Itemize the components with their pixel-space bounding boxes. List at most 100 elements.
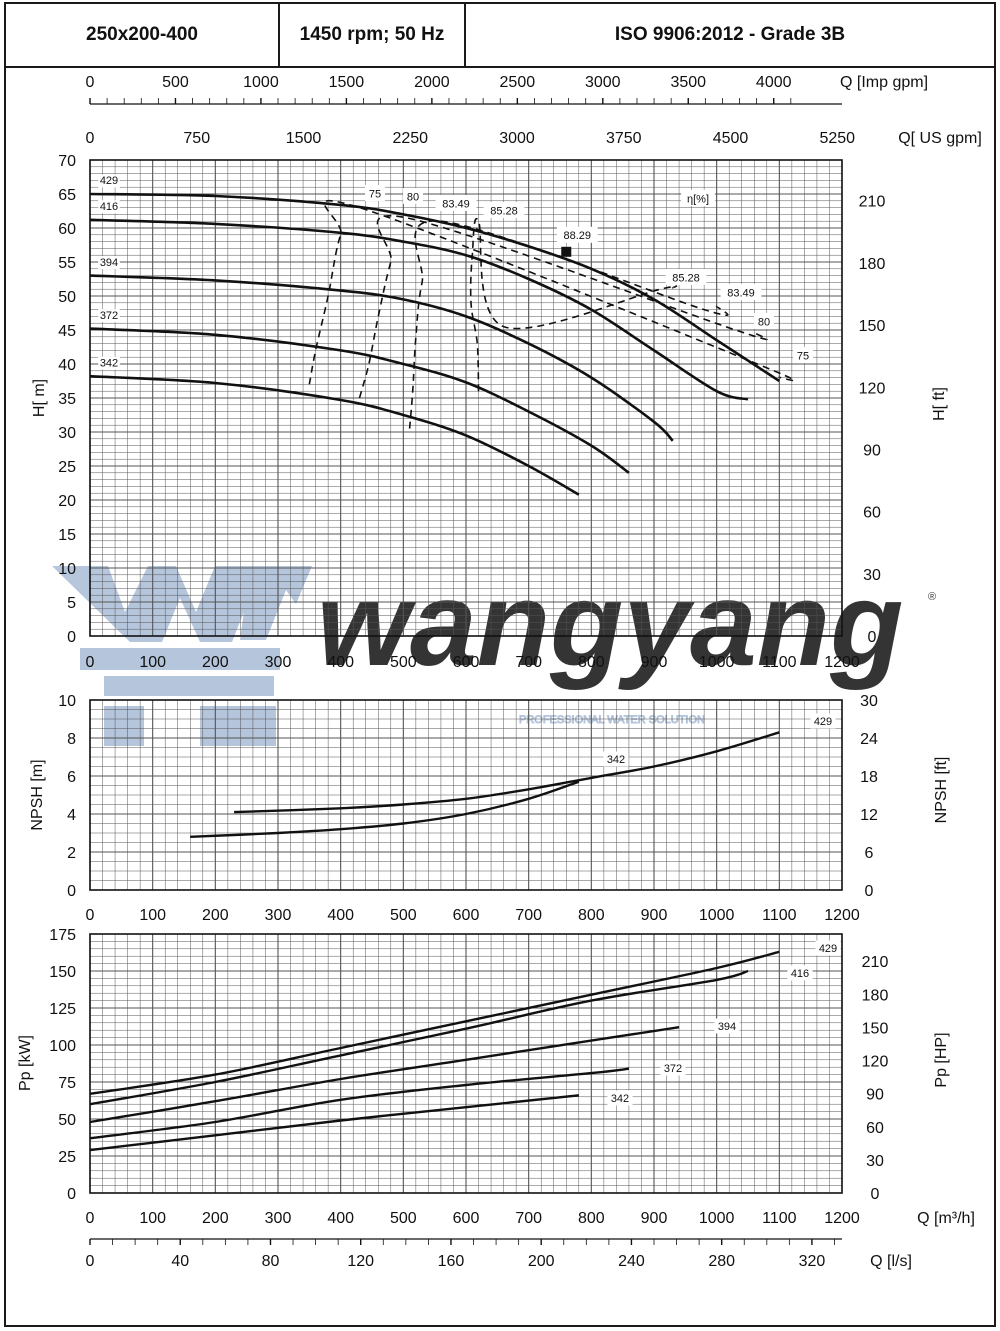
head-y-label: H[ m]: [31, 379, 48, 417]
power-x-tick: 100: [139, 1210, 166, 1227]
lps-tick: 40: [171, 1253, 189, 1270]
head-y-right-label: H[ ft]: [931, 387, 948, 421]
npsh-y-tick: 2: [67, 845, 76, 862]
head-curve-429: [89, 192, 781, 383]
npsh-x-tick: 1000: [699, 907, 735, 924]
impeller-label-342-bg: [98, 356, 120, 370]
power-label-416-bg: [787, 965, 813, 981]
watermark-registered-mark: ®: [928, 591, 936, 603]
head-x-tick: 0: [86, 654, 95, 671]
imp-gpm-tick: 2500: [500, 74, 536, 91]
logo-shape: [80, 648, 280, 670]
lps-tick: 320: [799, 1253, 826, 1270]
lps-axis: 0 40 80 120 160 200 240 280 320 Q [l/s]: [86, 1238, 912, 1270]
power-curve-429: [89, 950, 780, 1095]
power-curve-372: [89, 1067, 630, 1140]
us-gpm-label: Q[ US gpm]: [898, 130, 982, 147]
head-axes: 0510152025303540455055606570030609012015…: [31, 153, 948, 671]
power-y-label: Pp [kW]: [17, 1035, 34, 1091]
eff-label-top-80: 80: [407, 191, 419, 203]
us-gpm-tick: 2250: [392, 130, 428, 147]
efficiency-curve-85.28: [469, 217, 678, 392]
us-gpm-tick: 0: [86, 130, 95, 147]
logo-shape: [104, 676, 274, 696]
npsh-y-tick: 0: [67, 883, 76, 900]
efficiency-unit-label-bg: [681, 190, 715, 206]
head-y-tick: 15: [58, 527, 76, 544]
efficiency-curve-75: [308, 199, 796, 385]
power-x-tick: 700: [515, 1210, 542, 1227]
eff-label-right-75: 75: [797, 350, 809, 362]
npsh-y-tick: 6: [67, 769, 76, 786]
power-y-tick: 25: [58, 1149, 76, 1166]
head-curve-416: [89, 218, 749, 401]
watermark-logo-icon: [52, 566, 312, 746]
efficiency-unit-label: η[%]: [687, 193, 709, 205]
power-label-372-bg: [660, 1060, 686, 1076]
power-x-tick: 1200: [824, 1210, 860, 1227]
head-x-tick: 100: [139, 654, 166, 671]
npsh-x-tick: 100: [139, 907, 166, 924]
head-y-tick: 45: [58, 323, 76, 340]
head-x-tick: 600: [453, 654, 480, 671]
head-grid: [89, 159, 843, 637]
head-y-tick: 35: [58, 391, 76, 408]
head-y-right-tick: 150: [859, 318, 886, 335]
imp-gpm-tick: 3000: [585, 74, 621, 91]
npsh-x-tick: 900: [641, 907, 668, 924]
power-x-tick: 1000: [699, 1210, 735, 1227]
lps-tick: 80: [262, 1253, 280, 1270]
lps-tick: 120: [347, 1253, 374, 1270]
impeller-label-429-bg: [98, 174, 120, 188]
power-y-right-tick: 60: [866, 1120, 884, 1137]
head-x-tick: 700: [515, 654, 542, 671]
head-curve-342: [89, 374, 580, 496]
npsh-y-right-tick: 12: [860, 807, 878, 824]
npsh-y-right-tick: 0: [865, 883, 874, 900]
power-curves: 429 416 394 372 342: [89, 940, 841, 1152]
npsh-label-429: 429: [814, 716, 832, 728]
us-gpm-tick: 3000: [499, 130, 535, 147]
head-x-tick: 1000: [699, 654, 735, 671]
imp-gpm-label: Q [Imp gpm]: [840, 74, 928, 91]
npsh-x-tick: 500: [390, 907, 417, 924]
power-x-tick: 600: [453, 1210, 480, 1227]
npsh-y-tick: 8: [67, 731, 76, 748]
logo-shape: [240, 566, 312, 640]
power-x-tick: 300: [265, 1210, 292, 1227]
eff-label-right-83.49-bg: [720, 284, 762, 300]
eff-label-top-83.49-bg: [435, 195, 477, 211]
head-border: [89, 159, 843, 637]
power-y-right-tick: 150: [862, 1020, 889, 1037]
power-grid: [89, 933, 843, 1194]
head-y-tick: 50: [58, 289, 76, 306]
efficiency-curves: 75 80 83.49 85.28 85.28 83.49 80 75 η[%] 88.29: [308, 185, 813, 429]
power-y-tick: 75: [58, 1075, 76, 1092]
eff-label-right-80-bg: [754, 313, 774, 329]
impeller-label-416: 416: [100, 201, 118, 213]
eff-label-top-85.28: 85.28: [490, 205, 518, 217]
npsh-curves: 429 342: [190, 713, 836, 838]
head-y-right-tick: 180: [859, 256, 886, 273]
power-y-tick: 0: [67, 1186, 76, 1203]
power-x-tick: 200: [202, 1210, 229, 1227]
head-y-right-tick: 120: [859, 380, 886, 397]
eff-label-right-80: 80: [758, 316, 770, 328]
power-border: [89, 933, 843, 1194]
power-y-right-tick: 0: [871, 1186, 880, 1203]
bep-label: 88.29: [564, 230, 592, 242]
npsh-y-right-tick: 18: [860, 769, 878, 786]
head-y-tick: 0: [67, 629, 76, 646]
watermark: wangyang PROFESSIONAL WATER SOLUTION ®: [52, 557, 936, 746]
eff-label-right-85.28: 85.28: [672, 272, 700, 284]
power-label-429-bg: [815, 940, 841, 956]
npsh-x-tick: 800: [578, 907, 605, 924]
head-curve-372: [89, 327, 630, 474]
imp-gpm-tick: 3500: [670, 74, 706, 91]
us-gpm-tick: 3750: [606, 130, 642, 147]
npsh-curve-342: [190, 780, 580, 838]
power-y-tick: 150: [49, 964, 76, 981]
head-y-right-tick: 0: [868, 629, 877, 646]
us-gpm-tick: 4500: [713, 130, 749, 147]
npsh-y-right-label: NPSH [ft]: [933, 757, 950, 824]
